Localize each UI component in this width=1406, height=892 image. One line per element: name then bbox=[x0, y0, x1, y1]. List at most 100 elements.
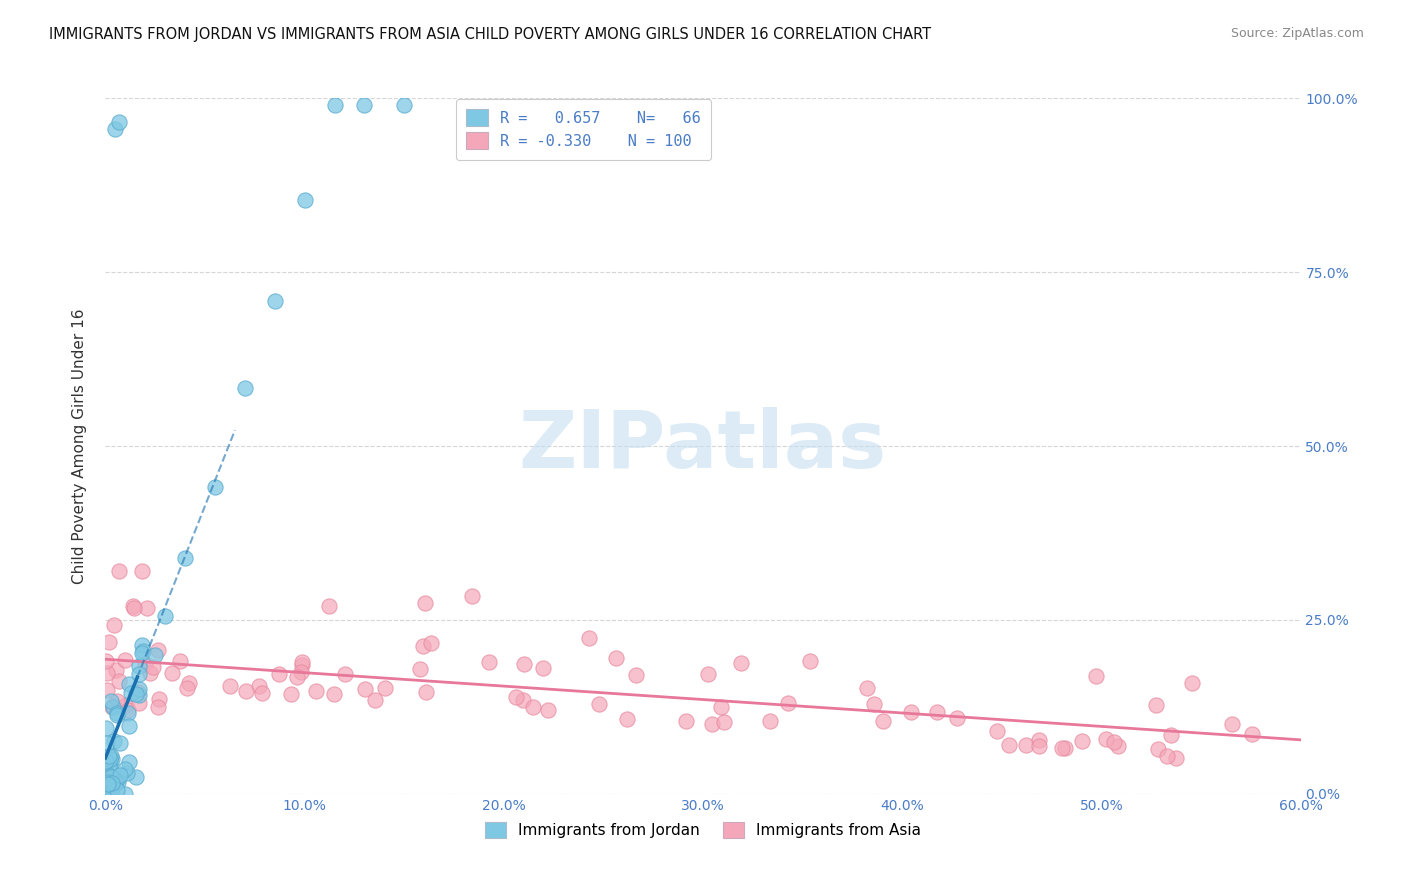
Point bbox=[96, 780, 118, 794]
Point bbox=[1164, 751, 1187, 765]
Point bbox=[103, 772, 125, 786]
Point bbox=[104, 774, 127, 789]
Text: ZIPatlas: ZIPatlas bbox=[519, 407, 887, 485]
Point bbox=[128, 688, 150, 702]
Point bbox=[505, 690, 527, 704]
Point bbox=[100, 769, 122, 783]
Point bbox=[1220, 716, 1243, 731]
Point bbox=[291, 655, 314, 669]
Point bbox=[117, 706, 139, 721]
Point bbox=[128, 681, 150, 696]
Point bbox=[98, 759, 121, 773]
Point bbox=[247, 680, 270, 694]
Point bbox=[97, 635, 120, 649]
Point bbox=[96, 785, 118, 799]
Point bbox=[117, 703, 139, 717]
Point bbox=[333, 667, 356, 681]
Point bbox=[139, 665, 162, 680]
Point bbox=[132, 644, 155, 658]
Point bbox=[1146, 741, 1168, 756]
Point bbox=[108, 673, 131, 688]
Point bbox=[588, 698, 610, 712]
Point bbox=[318, 599, 340, 613]
Point bbox=[96, 784, 118, 798]
Point bbox=[1084, 668, 1107, 682]
Legend: Immigrants from Jordan, Immigrants from Asia: Immigrants from Jordan, Immigrants from … bbox=[474, 811, 932, 849]
Point bbox=[97, 777, 120, 791]
Point bbox=[98, 752, 121, 766]
Point bbox=[478, 655, 501, 669]
Point bbox=[946, 711, 969, 725]
Point bbox=[98, 749, 121, 764]
Point bbox=[412, 640, 434, 654]
Point bbox=[146, 700, 169, 714]
Point bbox=[131, 646, 153, 660]
Point bbox=[101, 700, 124, 714]
Point bbox=[1181, 676, 1204, 690]
Point bbox=[101, 776, 124, 790]
Point bbox=[107, 564, 129, 578]
Point bbox=[103, 618, 125, 632]
Point bbox=[118, 677, 141, 691]
Point bbox=[120, 685, 142, 699]
Point bbox=[100, 693, 122, 707]
Point bbox=[94, 721, 117, 735]
Point bbox=[624, 668, 647, 682]
Point bbox=[114, 787, 136, 801]
Point bbox=[122, 601, 145, 615]
Point bbox=[856, 681, 879, 695]
Point bbox=[700, 717, 723, 731]
Point bbox=[97, 781, 120, 796]
Point bbox=[101, 698, 124, 713]
Text: IMMIGRANTS FROM JORDAN VS IMMIGRANTS FROM ASIA CHILD POVERTY AMONG GIRLS UNDER 1: IMMIGRANTS FROM JORDAN VS IMMIGRANTS FRO… bbox=[49, 27, 931, 42]
Point bbox=[128, 666, 150, 681]
Point bbox=[730, 656, 752, 670]
Point bbox=[128, 696, 150, 710]
Point bbox=[353, 98, 375, 112]
Point bbox=[1102, 734, 1125, 748]
Point bbox=[146, 643, 169, 657]
Point bbox=[537, 703, 560, 717]
Point bbox=[96, 683, 118, 698]
Point bbox=[94, 770, 117, 784]
Point bbox=[998, 738, 1021, 752]
Point bbox=[1028, 739, 1050, 754]
Point bbox=[94, 766, 117, 780]
Point bbox=[323, 687, 346, 701]
Point bbox=[131, 564, 153, 578]
Point bbox=[1144, 698, 1167, 712]
Point bbox=[1054, 740, 1077, 755]
Point bbox=[285, 670, 308, 684]
Point bbox=[713, 715, 735, 730]
Point bbox=[105, 706, 128, 720]
Point bbox=[143, 648, 166, 662]
Point bbox=[461, 589, 484, 603]
Point bbox=[108, 115, 131, 129]
Point bbox=[420, 636, 443, 650]
Point bbox=[124, 687, 146, 701]
Point bbox=[415, 685, 437, 699]
Point bbox=[986, 723, 1008, 738]
Point bbox=[291, 658, 314, 673]
Point bbox=[323, 98, 346, 112]
Point bbox=[267, 666, 290, 681]
Point bbox=[710, 699, 733, 714]
Point bbox=[115, 698, 138, 713]
Point bbox=[696, 666, 718, 681]
Point bbox=[97, 775, 120, 789]
Point bbox=[110, 736, 132, 750]
Point bbox=[127, 685, 149, 699]
Point bbox=[134, 657, 156, 671]
Point bbox=[114, 762, 136, 776]
Point bbox=[531, 661, 554, 675]
Point bbox=[114, 652, 136, 666]
Point bbox=[100, 751, 122, 765]
Point bbox=[900, 706, 922, 720]
Point bbox=[776, 696, 799, 710]
Point bbox=[616, 712, 638, 726]
Point bbox=[115, 766, 138, 780]
Point bbox=[160, 665, 183, 680]
Point bbox=[105, 782, 128, 797]
Point bbox=[512, 693, 534, 707]
Point bbox=[1107, 739, 1129, 753]
